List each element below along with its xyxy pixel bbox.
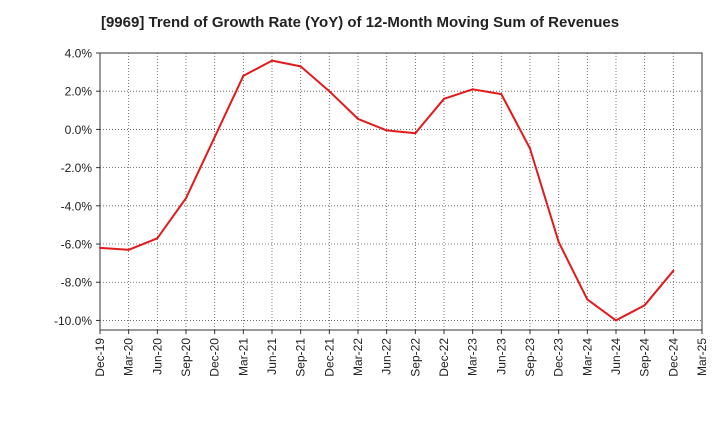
x-tick-label: Sep-21 xyxy=(294,338,308,377)
data-point xyxy=(557,241,560,244)
x-tick-label: Sep-24 xyxy=(638,338,652,377)
y-tick-label: -8.0% xyxy=(61,276,93,290)
data-point xyxy=(443,97,445,100)
x-tick-label: Dec-23 xyxy=(552,338,566,377)
data-point xyxy=(299,65,302,68)
data-point xyxy=(271,59,273,62)
data-point xyxy=(156,237,159,240)
x-tick-label: Mar-25 xyxy=(695,338,709,376)
data-point xyxy=(672,269,675,272)
x-tick-label: Mar-22 xyxy=(351,338,365,376)
x-tick-label: Sep-22 xyxy=(408,338,422,377)
x-tick-label: Mar-21 xyxy=(236,338,250,376)
x-tick-label: Jun-24 xyxy=(609,338,623,375)
data-point xyxy=(414,132,417,135)
x-tick-label: Dec-19 xyxy=(93,338,107,377)
plot-area xyxy=(100,53,702,330)
data-point xyxy=(328,90,331,93)
x-tick-label: Dec-22 xyxy=(437,338,451,377)
data-point xyxy=(385,129,388,132)
x-tick-label: Dec-20 xyxy=(208,338,222,377)
x-tick-label: Mar-20 xyxy=(122,338,136,376)
data-point xyxy=(643,304,646,307)
x-tick-label: Jun-21 xyxy=(265,338,279,375)
data-point xyxy=(471,88,474,91)
data-point xyxy=(242,74,245,77)
y-tick-label: -4.0% xyxy=(61,199,93,213)
y-tick-label: -6.0% xyxy=(61,238,93,252)
data-point xyxy=(615,319,617,322)
data-point xyxy=(500,93,503,96)
data-point xyxy=(586,298,589,301)
x-tick-label: Mar-23 xyxy=(466,338,480,376)
x-tick-label: Sep-20 xyxy=(179,338,193,377)
y-tick-label: 2.0% xyxy=(65,85,93,99)
y-tick-label: -10.0% xyxy=(54,314,92,328)
x-tick-label: Jun-22 xyxy=(380,338,394,375)
y-tick-label: -2.0% xyxy=(61,161,93,175)
data-point xyxy=(357,117,359,120)
chart-title: [9969] Trend of Growth Rate (YoY) of 12-… xyxy=(100,14,620,31)
y-tick-label: 0.0% xyxy=(65,123,93,137)
x-tick-label: Dec-24 xyxy=(666,338,680,377)
data-point xyxy=(213,136,216,139)
data-point xyxy=(99,246,101,249)
y-tick-label: 4.0% xyxy=(65,47,93,61)
data-point xyxy=(185,197,187,200)
data-point xyxy=(529,147,531,150)
plot-border xyxy=(99,52,703,331)
x-tick-label: Jun-20 xyxy=(150,338,164,375)
data-point xyxy=(127,248,130,251)
x-tick-label: Mar-24 xyxy=(580,338,594,376)
x-tick-label: Dec-21 xyxy=(322,338,336,377)
x-tick-label: Jun-23 xyxy=(494,338,508,375)
x-tick-label: Sep-23 xyxy=(523,338,537,377)
